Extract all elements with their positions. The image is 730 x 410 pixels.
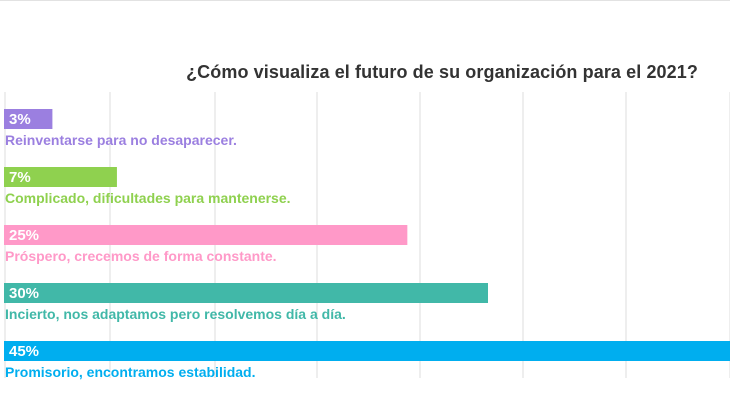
bar-group: 7% Complicado, dificultades para mantener… (4, 167, 291, 206)
bar-group: 3% Reinventarse para no desaparecer. (4, 109, 237, 148)
bar-value-label: 45% (9, 343, 39, 360)
bar (4, 167, 117, 187)
bar-value-label: 25% (9, 227, 39, 244)
bar (4, 225, 408, 245)
bar-group: 30% Incierto, nos adaptamos pero resolvem… (4, 283, 488, 322)
bar-group: 25% Próspero, crecemos de forma constante… (4, 225, 408, 264)
category-label: Reinventarse para no desaparecer. (5, 132, 237, 148)
gridlines (4, 92, 730, 378)
bar (4, 109, 53, 129)
category-label: Incierto, nos adaptamos pero resolvemos … (5, 306, 346, 322)
category-label: Próspero, crecemos de forma constante. (5, 248, 277, 264)
chart-title: ¿Cómo visualiza el futuro de su organiza… (186, 62, 698, 82)
bar (4, 283, 488, 303)
bar-value-label: 7% (9, 169, 31, 186)
category-label: Complicado, dificultades para mantenerse… (5, 190, 291, 206)
bar (4, 341, 730, 361)
bar-group: 45% Promisorio, encontramos estabilidad. (4, 341, 730, 380)
category-label: Promisorio, encontramos estabilidad. (5, 364, 256, 380)
bar-value-label: 30% (9, 285, 39, 302)
top-divider (0, 0, 730, 1)
bars: 3% Reinventarse para no desaparecer. 7% Com… (4, 109, 730, 380)
bar-value-label: 3% (9, 111, 31, 128)
